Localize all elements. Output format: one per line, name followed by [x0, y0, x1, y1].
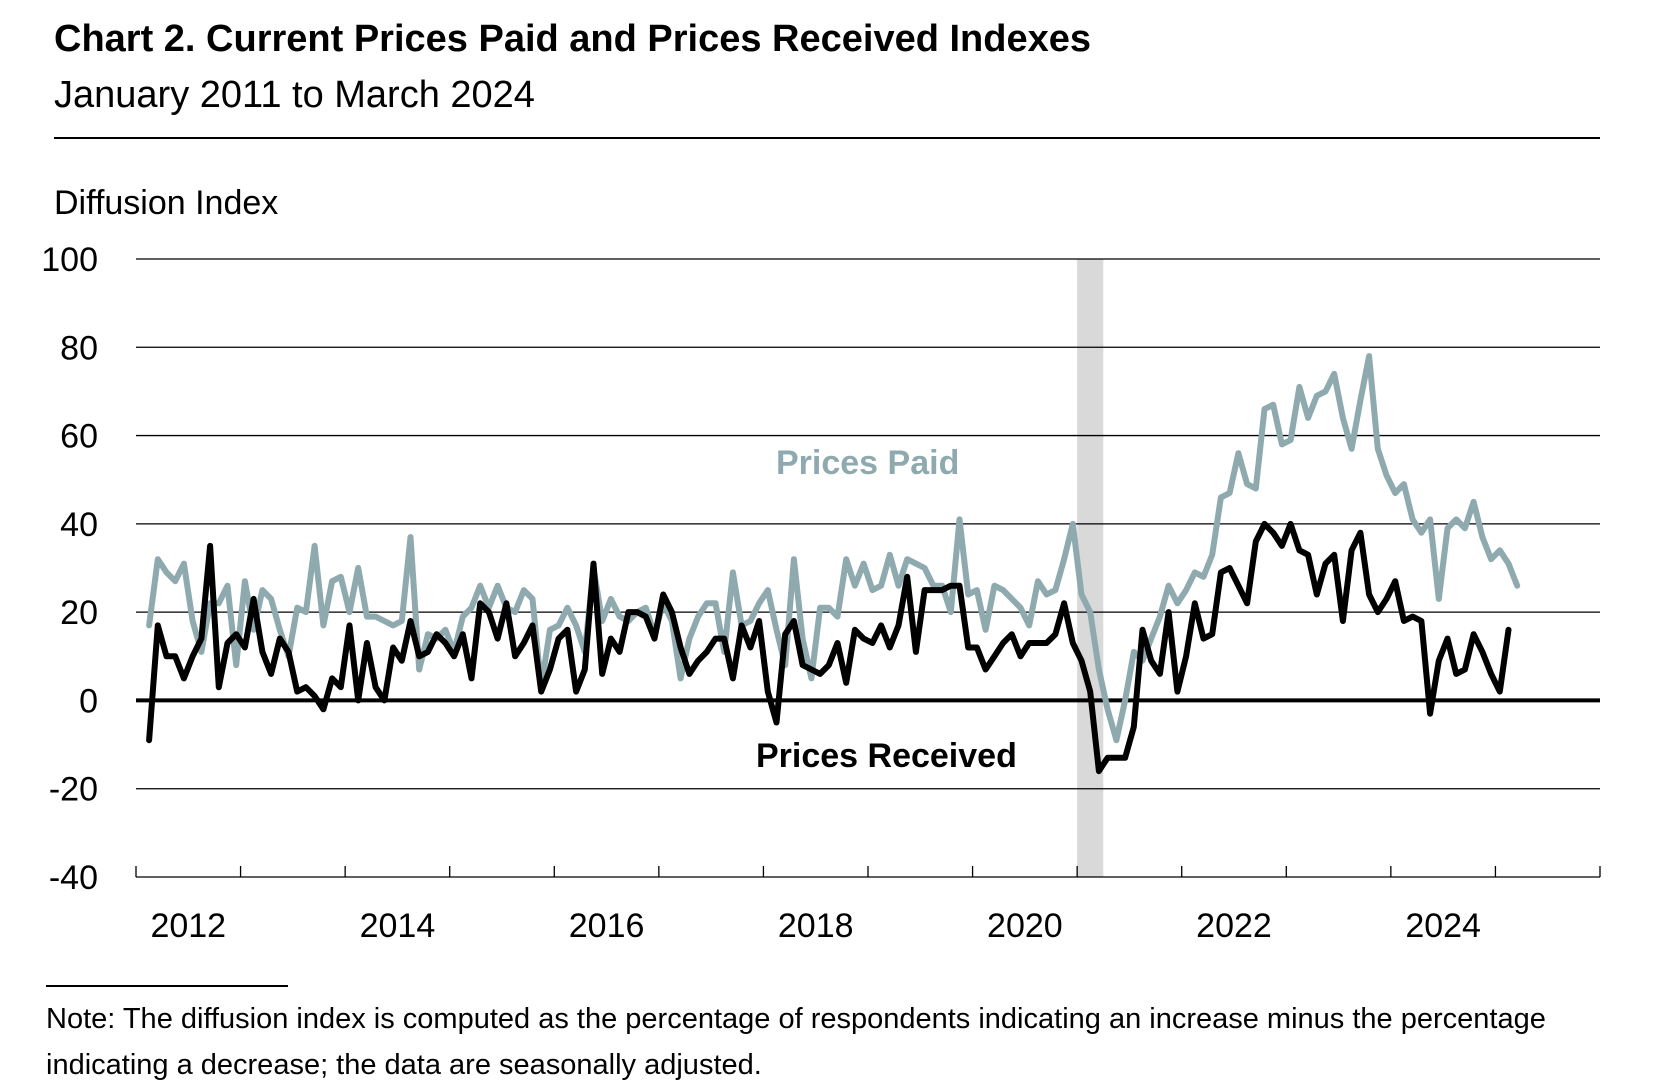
y-tick-label: -40: [49, 859, 98, 897]
y-tick-label: 100: [41, 241, 98, 279]
series-line-prices-received: [146, 520, 1512, 775]
series-label-prices-paid: Prices Paid: [776, 444, 959, 482]
y-tick-label: 80: [60, 329, 98, 367]
chart-title: Chart 2. Current Prices Paid and Prices …: [54, 18, 1092, 60]
series-label-prices-received: Prices Received: [756, 737, 1017, 775]
y-tick-label: 40: [60, 506, 98, 544]
series-lines: [146, 353, 1521, 775]
y-axis-label: Diffusion Index: [54, 184, 278, 222]
x-tick-labels: 2012 2014 2016 2018 2020 2022 2024: [150, 907, 1480, 945]
x-axis: [135, 866, 1601, 878]
y-tick-label: 20: [60, 594, 98, 632]
y-tick-label: -20: [49, 771, 98, 809]
title-divider: [54, 137, 1600, 139]
y-tick-label: 0: [79, 682, 98, 720]
x-tick-label: 2020: [987, 907, 1063, 945]
x-tick-label: 2014: [360, 907, 436, 945]
chart-subtitle: January 2011 to March 2024: [54, 74, 535, 116]
x-tick-label: 2012: [150, 907, 226, 945]
gridlines: [136, 258, 1600, 790]
footnote: Note: The diffusion index is computed as…: [46, 1003, 1546, 1081]
x-tick-label: 2024: [1405, 907, 1481, 945]
x-tick-label: 2016: [569, 907, 645, 945]
note-divider: [46, 985, 288, 987]
series-line-prices-paid: [146, 353, 1521, 744]
y-tick-labels: -40 -20 0 20 40 60 80 100: [41, 241, 98, 897]
y-tick-label: 60: [60, 418, 98, 456]
x-tick-label: 2018: [778, 907, 854, 945]
x-tick-label: 2022: [1196, 907, 1272, 945]
